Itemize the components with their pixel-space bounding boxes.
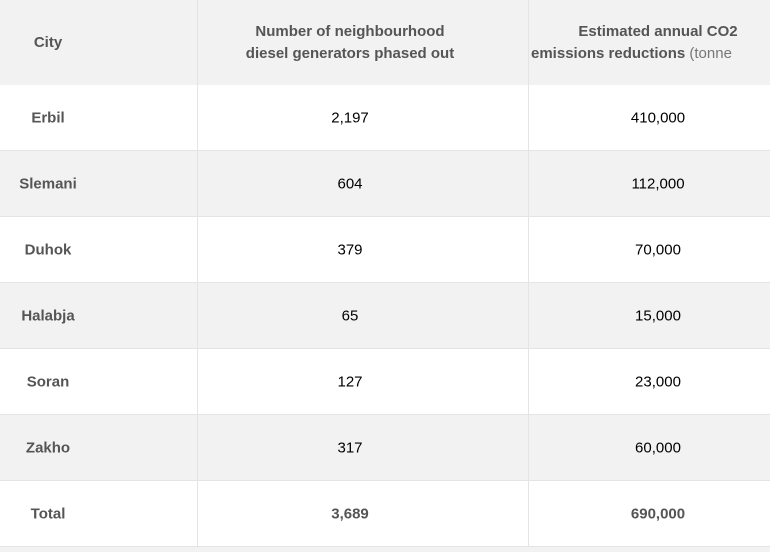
table-cell bbox=[0, 481, 197, 546]
header-cell bbox=[0, 0, 197, 85]
city-name: Duhok bbox=[24, 241, 72, 258]
total-row: Total 3,689 690,000 bbox=[0, 481, 770, 547]
cell-value: 2,197 bbox=[331, 109, 369, 126]
table-cell bbox=[197, 481, 529, 546]
cell-value: 690,000 bbox=[630, 505, 686, 522]
header-text: diesel generators phased out bbox=[245, 44, 455, 62]
table-row: Slemani 604 112,000 bbox=[0, 151, 770, 217]
table-cell bbox=[197, 415, 529, 480]
table-row: Duhok 379 70,000 bbox=[0, 217, 770, 283]
city-name: Slemani bbox=[19, 175, 77, 192]
table-cell bbox=[528, 481, 770, 546]
cell-value: 604 bbox=[337, 175, 363, 192]
cell-value: 3,689 bbox=[331, 505, 369, 522]
table-cell bbox=[197, 85, 529, 150]
table-cell bbox=[197, 349, 529, 414]
table-cell bbox=[528, 349, 770, 414]
header-text: emissions reductions (tonne bbox=[531, 44, 732, 62]
table-cell bbox=[197, 217, 529, 282]
table-cell bbox=[528, 415, 770, 480]
city-name: Halabja bbox=[21, 307, 75, 324]
city-name: Erbil bbox=[31, 109, 65, 126]
cell-value: 112,000 bbox=[631, 175, 685, 192]
city-name: Soran bbox=[26, 373, 70, 390]
cell-value: 60,000 bbox=[635, 439, 681, 456]
cell-value: 23,000 bbox=[635, 373, 681, 390]
table-row: Erbil 2,197 410,000 bbox=[0, 85, 770, 151]
header-cell bbox=[197, 0, 529, 85]
table-cell bbox=[528, 85, 770, 150]
header-text: Estimated annual CO2 bbox=[578, 22, 738, 40]
table-cell bbox=[528, 283, 770, 348]
table-cell bbox=[197, 283, 529, 348]
table-row: Soran 127 23,000 bbox=[0, 349, 770, 415]
table-cell bbox=[0, 85, 197, 150]
city-name: Zakho bbox=[25, 439, 71, 456]
header-unit: (tonne bbox=[689, 44, 732, 62]
table-row: Halabja 65 15,000 bbox=[0, 283, 770, 349]
header-text: Number of neighbourhood bbox=[255, 22, 445, 40]
table-cell bbox=[528, 217, 770, 282]
table-cell bbox=[528, 151, 770, 216]
cell-value: 15,000 bbox=[635, 307, 681, 324]
header-text: City bbox=[33, 33, 63, 51]
cell-value: 127 bbox=[337, 373, 363, 390]
cell-value: 379 bbox=[337, 241, 363, 258]
cell-value: 65 bbox=[341, 307, 359, 324]
city-name: Total bbox=[30, 505, 66, 522]
cell-value: 410,000 bbox=[630, 109, 686, 126]
table-row: Zakho 317 60,000 bbox=[0, 415, 770, 481]
cell-value: 317 bbox=[337, 439, 363, 456]
cell-value: 70,000 bbox=[635, 241, 681, 258]
header-cell bbox=[528, 0, 770, 85]
table-cell bbox=[197, 151, 529, 216]
header-row: City Number of neighbourhood diesel genera… bbox=[0, 0, 770, 86]
